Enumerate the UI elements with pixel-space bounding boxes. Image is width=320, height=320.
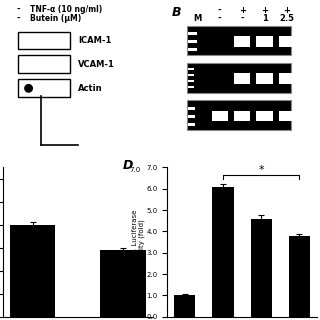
- Bar: [18, 79, 70, 97]
- Bar: [256, 73, 273, 84]
- Bar: [174, 295, 195, 317]
- Bar: [251, 219, 272, 317]
- Bar: [187, 100, 292, 130]
- Bar: [188, 123, 195, 126]
- Text: +: +: [239, 6, 246, 15]
- Text: -: -: [218, 14, 221, 23]
- Text: Actin: Actin: [78, 84, 102, 93]
- Text: ICAM-1: ICAM-1: [78, 36, 111, 45]
- Bar: [18, 55, 70, 73]
- Text: -: -: [16, 5, 20, 14]
- Circle shape: [25, 84, 32, 92]
- Bar: [100, 250, 146, 317]
- Bar: [212, 187, 234, 317]
- Text: -: -: [16, 14, 20, 23]
- Bar: [256, 36, 273, 46]
- Text: B: B: [172, 6, 181, 19]
- Text: -: -: [218, 6, 221, 15]
- Text: TNF-α (10 ng/ml): TNF-α (10 ng/ml): [30, 5, 102, 14]
- Bar: [18, 32, 70, 50]
- Y-axis label: VCAM-1 Luciferase
activity (fold): VCAM-1 Luciferase activity (fold): [132, 210, 145, 275]
- Text: +: +: [284, 6, 291, 15]
- Text: M: M: [193, 14, 202, 23]
- Text: *: *: [259, 164, 264, 174]
- Bar: [234, 111, 250, 121]
- Bar: [234, 73, 250, 84]
- Bar: [187, 63, 292, 93]
- Text: 7.0: 7.0: [129, 167, 140, 173]
- Text: D: D: [123, 158, 133, 172]
- Text: Butein (μM): Butein (μM): [30, 14, 81, 23]
- Bar: [187, 26, 292, 55]
- Text: VCAM-1: VCAM-1: [78, 60, 115, 69]
- Bar: [289, 236, 310, 317]
- Bar: [188, 115, 195, 118]
- Bar: [188, 32, 196, 35]
- Text: +: +: [261, 6, 268, 15]
- Bar: [279, 73, 295, 84]
- Bar: [212, 111, 228, 121]
- Bar: [188, 74, 194, 76]
- Bar: [188, 86, 194, 88]
- Bar: [234, 36, 250, 46]
- Text: 2.5: 2.5: [279, 14, 294, 23]
- Text: 1: 1: [261, 14, 268, 23]
- Bar: [10, 225, 55, 317]
- Bar: [279, 36, 295, 46]
- Bar: [188, 80, 194, 82]
- Bar: [188, 68, 194, 70]
- Bar: [256, 111, 273, 121]
- Text: -: -: [240, 14, 244, 23]
- Bar: [279, 111, 295, 121]
- Bar: [188, 48, 196, 51]
- Bar: [188, 40, 196, 43]
- Bar: [188, 107, 195, 110]
